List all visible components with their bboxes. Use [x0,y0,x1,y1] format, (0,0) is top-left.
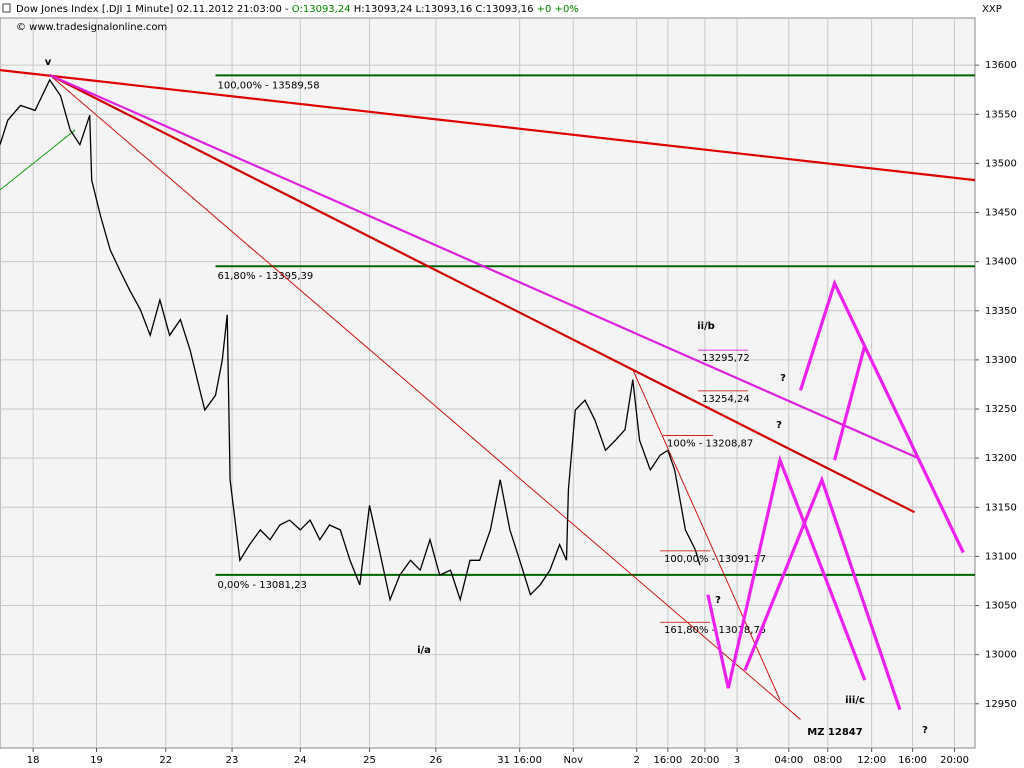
x-tick-label: 12:00 [857,755,886,766]
y-tick-label: 13600 [985,60,1017,71]
plot-area [0,17,976,749]
y-tick-label: 13500 [985,158,1017,169]
annotation: ii/b [697,321,715,332]
y-tick-label: 12950 [985,699,1017,710]
annotation: v [45,57,52,68]
price-label: 100,00% - 13091,37 [664,554,766,565]
x-tick-label: 25 [363,755,376,766]
x-tick-label: 22 [159,755,172,766]
icon [2,3,11,13]
annotation: iii/c [845,695,865,706]
x-tick-label: 20:00 [940,755,969,766]
header-change: +0 +0% [537,4,579,15]
wave-path [706,454,867,689]
y-tick-label: 13300 [985,355,1017,366]
annotation: i/a [417,645,431,656]
header-open: O:13093,24 [292,4,351,15]
annotation: MZ 12847 [807,727,863,738]
wave-path [743,475,902,711]
price-line [0,78,701,602]
y-tick-label: 13250 [985,404,1017,415]
annotation: ? [922,725,928,736]
trendline [49,74,801,720]
price-label: 13254,24 [702,394,750,405]
y-tick-label: 13350 [985,306,1017,317]
x-tick-label: 19 [90,755,103,766]
y-tick-label: 13400 [985,257,1017,268]
x-tick-label: 16:00 [653,755,682,766]
y-tick-label: 13550 [985,109,1017,120]
annotation: ? [780,373,786,384]
trendline [49,74,915,514]
price-label: 13295,72 [702,353,750,364]
x-tick-label: 3 [734,755,740,766]
y-tick-label: 13150 [985,502,1017,513]
header-title: Dow Jones Index [.DJI 1 Minute] 02.11.20… [16,4,289,15]
header-hlc: H:13093,24 L:13093,16 C:13093,16 [354,4,534,15]
y-tick-label: 13000 [985,650,1017,661]
plot: 100,00% - 13589,58 61,80% - 13395,39 0,00%… [0,69,976,720]
x-tick-label: 31 16:00 [497,755,542,766]
trendline [49,73,919,460]
price-label: 100% - 13208,87 [667,438,753,449]
annotation: ? [715,595,721,606]
y-tick-label: 13200 [985,453,1017,464]
y-tick-label: 13100 [985,551,1017,562]
fib-label: 0,00% - 13081,23 [217,580,306,591]
x-tick-label: 26 [429,755,442,766]
fib-label: 61,80% - 13395,39 [217,271,313,282]
trendline [0,129,76,191]
header: Dow Jones Index [.DJI 1 Minute] 02.11.20… [16,4,579,15]
fib-label: 100,00% - 13589,58 [217,80,319,91]
x-tick-label: 20:00 [691,755,720,766]
symbol: XXP [982,4,1002,15]
wave-path [798,278,965,554]
x-tick-label: 24 [294,755,307,766]
x-tick-label: Nov [564,755,584,766]
annotation: ? [776,420,782,431]
x-tick-label: 16:00 [898,755,927,766]
trendline [0,69,976,182]
y-tick-label: 13050 [985,601,1017,612]
x-tick-label: 23 [226,755,239,766]
x-tick-label: 08:00 [813,755,842,766]
y-tick-label: 13450 [985,208,1017,219]
copyright: © www.tradesignalonline.com [16,22,167,33]
x-tick-label: 18 [27,755,40,766]
x-tick-label: 04:00 [774,755,803,766]
wave-path [833,344,867,461]
x-tick-label: 2 [633,755,639,766]
